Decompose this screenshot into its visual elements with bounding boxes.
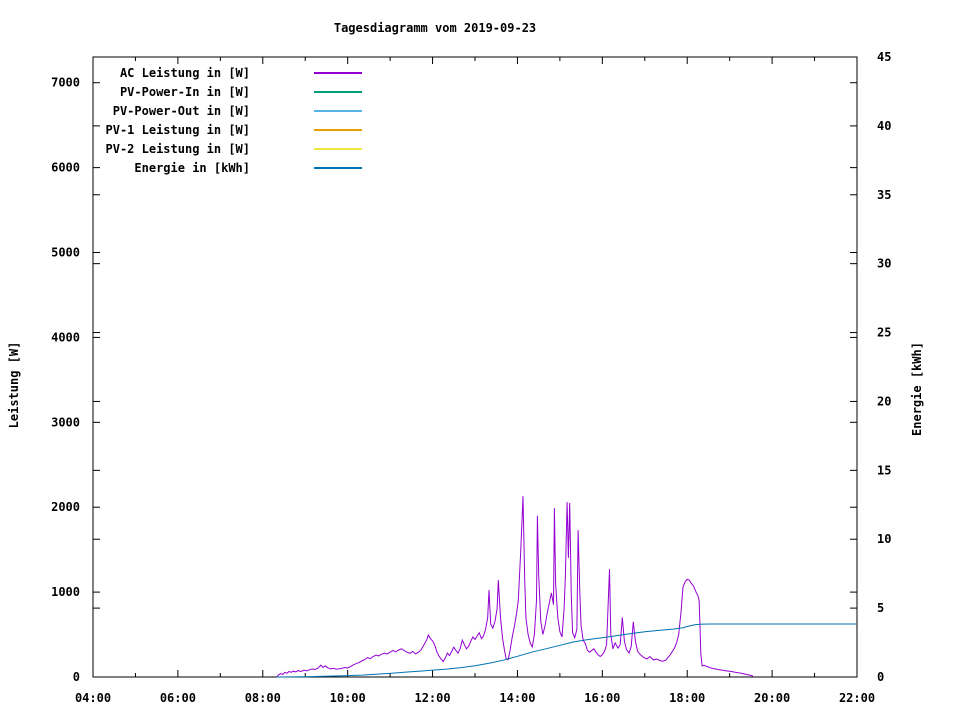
- y-right-tick-label: 15: [877, 463, 891, 477]
- legend-label: AC Leistung in [W]: [120, 66, 250, 80]
- legend-item: PV-Power-In in [W]: [120, 85, 362, 99]
- y-right-tick-label: 35: [877, 188, 891, 202]
- x-tick-label: 08:00: [245, 691, 281, 705]
- x-tick-label: 16:00: [584, 691, 620, 705]
- legend-label: PV-Power-Out in [W]: [113, 104, 250, 118]
- y-left-tick-label: 1000: [51, 585, 80, 599]
- y-left-tick-label: 3000: [51, 415, 80, 429]
- legend-item: PV-Power-Out in [W]: [113, 104, 362, 118]
- legend-item: Energie in [kWh]: [134, 161, 362, 175]
- legend-label: PV-Power-In in [W]: [120, 85, 250, 99]
- x-tick-label: 14:00: [499, 691, 535, 705]
- x-tick-label: 12:00: [414, 691, 450, 705]
- x-tick-label: 22:00: [839, 691, 875, 705]
- x-tick-label: 04:00: [75, 691, 111, 705]
- y-right-tick-label: 45: [877, 50, 891, 64]
- series-line-w: [276, 496, 754, 678]
- x-tick-label: 18:00: [669, 691, 705, 705]
- y-right-tick-label: 30: [877, 257, 891, 271]
- legend-label: PV-1 Leistung in [W]: [106, 123, 251, 137]
- legend-item: AC Leistung in [W]: [120, 66, 362, 80]
- y-right-tick-label: 5: [877, 601, 884, 615]
- legend-item: PV-2 Leistung in [W]: [106, 142, 362, 156]
- chart-title: Tagesdiagramm vom 2019-09-23: [333, 21, 537, 35]
- y-right-tick-label: 40: [877, 119, 891, 133]
- y-left-tick-label: 5000: [51, 246, 80, 260]
- y-right-tick-label: 25: [877, 326, 891, 340]
- x-tick-label: 06:00: [160, 691, 196, 705]
- y-left-tick-label: 2000: [51, 500, 80, 514]
- y-left-tick-label: 4000: [51, 330, 80, 344]
- series-line-kwh: [276, 623, 857, 678]
- y-right-tick-label: 10: [877, 532, 891, 546]
- y-right-tick-label: 0: [877, 670, 884, 684]
- y-left-tick-label: 0: [73, 670, 80, 684]
- x-tick-label: 20:00: [754, 691, 790, 705]
- legend-label: Energie in [kWh]: [134, 161, 250, 175]
- legend-label: PV-2 Leistung in [W]: [106, 142, 251, 156]
- y-left-tick-label: 6000: [51, 161, 80, 175]
- y-right-tick-label: 20: [877, 394, 891, 408]
- x-tick-label: 10:00: [330, 691, 366, 705]
- legend-item: PV-1 Leistung in [W]: [106, 123, 362, 137]
- y-left-tick-label: 7000: [51, 76, 80, 90]
